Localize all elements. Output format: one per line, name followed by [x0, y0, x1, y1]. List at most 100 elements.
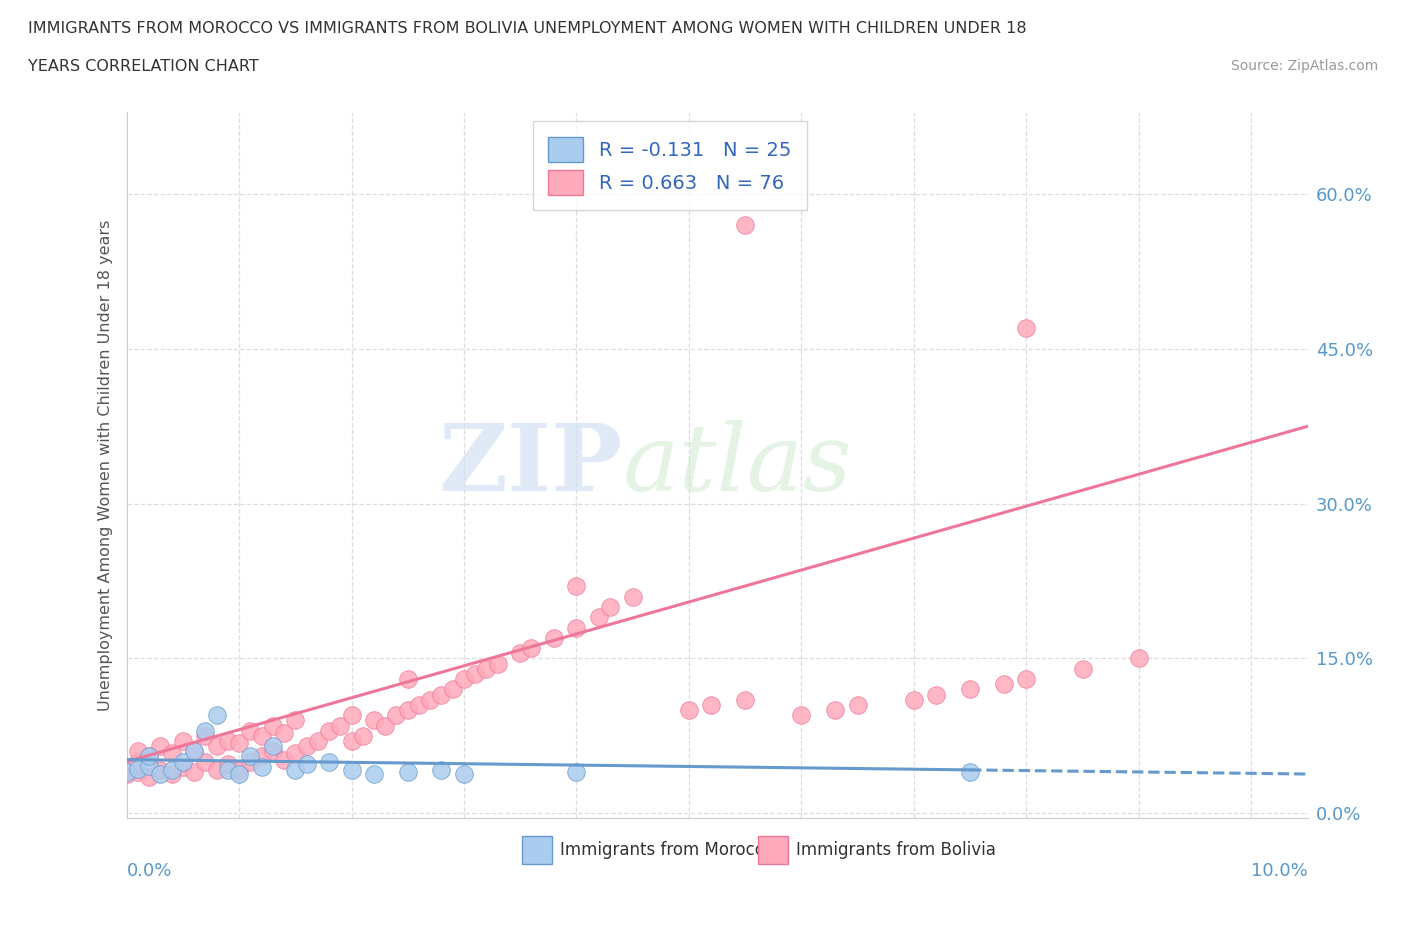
Point: [565, 620, 588, 635]
Point: [273, 725, 295, 740]
Point: [1015, 321, 1038, 336]
Point: [273, 752, 295, 767]
Point: [790, 708, 813, 723]
Text: 10.0%: 10.0%: [1251, 862, 1308, 880]
Point: [239, 754, 262, 769]
Point: [138, 749, 160, 764]
Point: [621, 589, 644, 604]
Point: [734, 692, 756, 707]
Point: [149, 738, 172, 753]
Point: [846, 698, 869, 712]
Point: [565, 764, 588, 779]
Point: [250, 749, 273, 764]
Point: [205, 708, 228, 723]
Point: [115, 760, 138, 775]
Point: [318, 724, 340, 738]
Point: [486, 657, 509, 671]
Point: [217, 734, 239, 749]
Point: [239, 724, 262, 738]
Point: [396, 764, 419, 779]
Point: [250, 728, 273, 743]
Point: [419, 692, 441, 707]
Point: [599, 600, 621, 615]
Text: YEARS CORRELATION CHART: YEARS CORRELATION CHART: [28, 59, 259, 73]
Point: [262, 718, 284, 733]
Point: [250, 760, 273, 775]
Point: [172, 754, 194, 769]
Point: [160, 746, 183, 761]
Point: [295, 738, 318, 753]
Point: [183, 744, 205, 759]
Point: [127, 744, 149, 759]
Point: [363, 713, 385, 728]
Point: [284, 746, 307, 761]
Text: 0.0%: 0.0%: [127, 862, 172, 880]
Point: [396, 671, 419, 686]
Point: [262, 738, 284, 753]
Point: [925, 687, 948, 702]
Point: [228, 766, 250, 781]
Point: [1015, 671, 1038, 686]
Point: [262, 744, 284, 759]
Point: [183, 764, 205, 779]
Point: [588, 610, 610, 625]
Point: [340, 734, 363, 749]
Point: [520, 641, 543, 656]
Text: ZIP: ZIP: [439, 420, 623, 510]
Y-axis label: Unemployment Among Women with Children Under 18 years: Unemployment Among Women with Children U…: [97, 219, 112, 711]
Point: [228, 763, 250, 777]
Point: [678, 703, 700, 718]
Point: [295, 756, 318, 771]
Point: [734, 218, 756, 232]
Point: [565, 578, 588, 593]
Point: [217, 763, 239, 777]
Point: [543, 631, 565, 645]
Text: Immigrants from Morocco: Immigrants from Morocco: [560, 842, 773, 859]
Point: [352, 728, 374, 743]
Point: [475, 661, 498, 676]
Point: [284, 713, 307, 728]
Text: atlas: atlas: [623, 420, 852, 510]
Point: [441, 682, 464, 697]
Text: Source: ZipAtlas.com: Source: ZipAtlas.com: [1230, 59, 1378, 73]
Point: [149, 766, 172, 781]
Point: [340, 708, 363, 723]
Point: [228, 736, 250, 751]
Point: [700, 698, 723, 712]
Point: [363, 766, 385, 781]
Point: [430, 687, 453, 702]
Point: [127, 764, 149, 779]
Point: [824, 703, 846, 718]
Point: [194, 754, 217, 769]
Point: [172, 760, 194, 775]
Point: [453, 766, 475, 781]
Point: [374, 718, 396, 733]
Point: [217, 756, 239, 771]
Point: [160, 766, 183, 781]
Point: [172, 734, 194, 749]
Point: [138, 770, 160, 785]
Point: [385, 708, 408, 723]
Point: [205, 763, 228, 777]
Text: Immigrants from Bolivia: Immigrants from Bolivia: [796, 842, 995, 859]
Point: [453, 671, 475, 686]
Point: [1071, 661, 1094, 676]
Point: [194, 728, 217, 743]
Point: [903, 692, 925, 707]
Point: [408, 698, 430, 712]
Point: [115, 766, 138, 781]
Text: IMMIGRANTS FROM MOROCCO VS IMMIGRANTS FROM BOLIVIA UNEMPLOYMENT AMONG WOMEN WITH: IMMIGRANTS FROM MOROCCO VS IMMIGRANTS FR…: [28, 21, 1026, 36]
Point: [318, 754, 340, 769]
Point: [430, 763, 453, 777]
Point: [138, 749, 160, 764]
Point: [464, 667, 486, 682]
Point: [239, 749, 262, 764]
Point: [160, 763, 183, 777]
Point: [959, 764, 981, 779]
Point: [396, 703, 419, 718]
Point: [127, 754, 149, 769]
Point: [115, 764, 138, 779]
Point: [993, 677, 1015, 692]
FancyBboxPatch shape: [758, 836, 787, 864]
Point: [205, 738, 228, 753]
